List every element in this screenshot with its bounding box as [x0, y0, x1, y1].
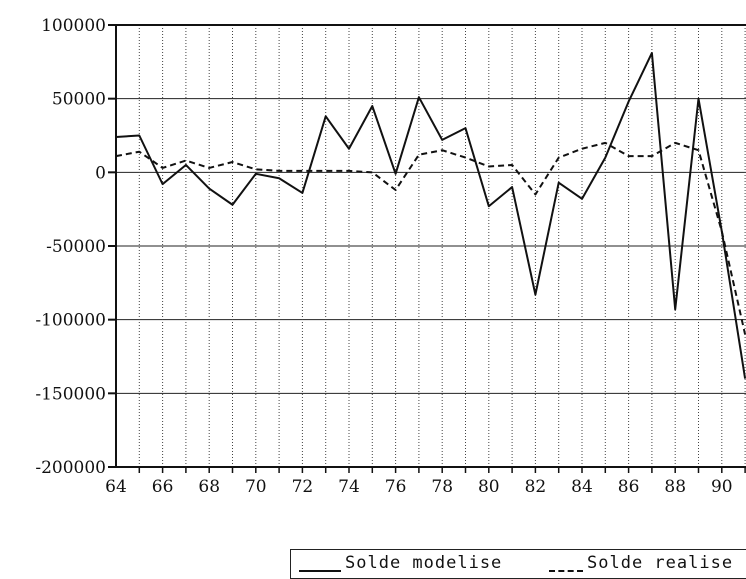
x-tick-label: 86: [618, 477, 640, 497]
legend: Solde modelise Solde realise: [290, 549, 746, 579]
x-tick-label: 72: [292, 477, 314, 497]
x-tick-label: 68: [198, 477, 220, 497]
series-lines: [115, 51, 746, 379]
x-tick-label: 80: [478, 477, 500, 497]
x-tick-label: 76: [385, 477, 407, 497]
x-tick-label: 84: [571, 477, 593, 497]
legend-label-solde-modelise: Solde modelise: [345, 553, 503, 573]
series-solde-modelise-line: [115, 51, 746, 379]
x-tick-label: 90: [711, 477, 733, 497]
y-tick-label: -200000: [35, 458, 106, 478]
legend-dashed-line-swatch: [549, 570, 583, 572]
x-axis-ticks: 64 66 68 70 72 74 76 78 80 82 84 86 88 90: [105, 467, 746, 497]
y-tick-label: -50000: [46, 237, 106, 257]
y-tick-label: 100000: [41, 16, 106, 36]
legend-label-solde-realise: Solde realise: [587, 553, 734, 573]
line-chart: 100000500000-50000-100000-150000-200000 …: [35, 16, 746, 497]
y-tick-label: -150000: [35, 384, 106, 404]
y-tick-label: 0: [95, 163, 106, 183]
y-tick-label: 50000: [52, 90, 106, 110]
series-solde-realise-line: [115, 141, 746, 335]
x-tick-label: 64: [105, 477, 127, 497]
grid-lines: [116, 25, 746, 467]
y-axis-ticks: 100000 50000 0 -50000 -100000 -150000 -200000: [35, 16, 116, 478]
x-tick-label: 74: [338, 477, 360, 497]
x-tick-label: 82: [525, 477, 547, 497]
x-tick-label: 66: [152, 477, 174, 497]
y-tick-label: -100000: [35, 311, 106, 331]
x-tick-label: 88: [664, 477, 686, 497]
x-tick-label: 70: [245, 477, 267, 497]
x-tick-label: 78: [431, 477, 453, 497]
legend-solid-line-swatch: [299, 570, 341, 572]
